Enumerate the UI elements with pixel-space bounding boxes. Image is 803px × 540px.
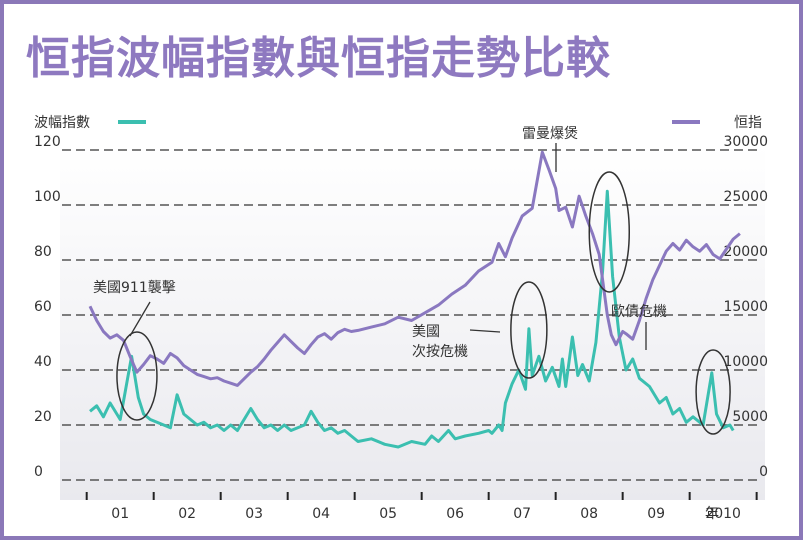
right-tick-label: 15000 <box>723 299 768 315</box>
right-tick-label: 25000 <box>723 189 768 205</box>
annotation-leader <box>469 329 501 333</box>
annotation-ellipse <box>510 281 548 379</box>
annotation-label: 歐債危機 <box>611 304 667 320</box>
left-tick-label: 120 <box>34 134 61 150</box>
annotation-label-extra: 美國 <box>412 324 440 340</box>
right-tick-label: 5000 <box>732 409 768 425</box>
left-tick-label: 60 <box>34 299 52 315</box>
x-tick-label: 02 <box>178 506 196 522</box>
annotation-leader <box>129 301 151 337</box>
annotation-ellipse <box>116 331 158 421</box>
annotation-ellipse <box>695 349 731 435</box>
annotation-label: 雷曼爆煲 <box>522 125 578 142</box>
legend-label: 恒指 <box>734 115 762 131</box>
x-tick-label: 03 <box>245 506 263 522</box>
legend-label: 波幅指數 <box>34 115 90 131</box>
left-tick-label: 40 <box>34 354 52 370</box>
chart-title: 恒指波幅指數與恒指走勢比較 <box>26 33 611 84</box>
series-line-2 <box>88 150 741 387</box>
annotation-label: 美國911襲擊 <box>93 279 176 296</box>
x-tick-label: 04 <box>312 506 330 522</box>
right-tick-label: 10000 <box>723 354 768 370</box>
left-tick-label: 20 <box>34 409 52 425</box>
series-line-1 <box>89 189 735 449</box>
x-tick-label: 2010 <box>705 506 741 522</box>
left-tick-label: 0 <box>34 464 43 480</box>
left-tick-label: 80 <box>34 244 52 260</box>
x-tick-label: 06 <box>446 506 464 522</box>
x-tick-label: 08 <box>580 506 598 522</box>
x-tick-label: 01 <box>111 506 129 522</box>
right-tick-label: 20000 <box>723 244 768 260</box>
right-tick-label: 0 <box>759 464 768 480</box>
left-tick-label: 100 <box>34 189 61 205</box>
x-tick-label: 09 <box>647 506 665 522</box>
annotation-label: 次按危機 <box>412 344 468 360</box>
plot-background <box>60 145 765 500</box>
x-tick-label: 07 <box>513 506 531 522</box>
x-tick-label: 05 <box>379 506 397 522</box>
right-tick-label: 30000 <box>723 134 768 150</box>
annotation-ellipse <box>588 171 631 293</box>
x-axis-unit: 年 <box>705 506 719 522</box>
